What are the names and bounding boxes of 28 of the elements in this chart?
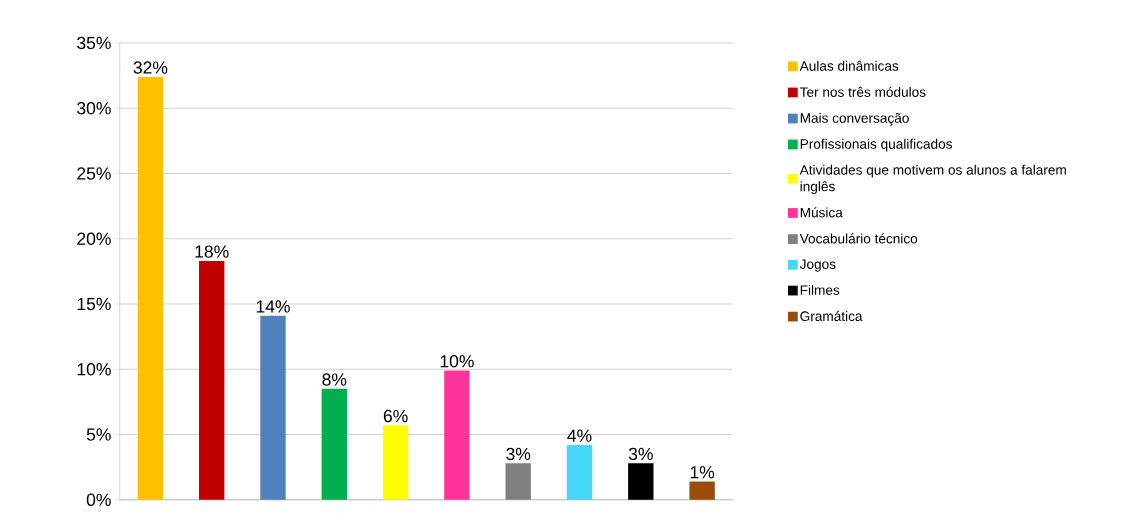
data-label: 3% (506, 447, 531, 460)
data-label: 8% (322, 373, 347, 386)
y-tick-label: 0% (86, 493, 111, 506)
legend-label: Ter nos três módulos (799, 86, 926, 97)
y-tick-label: 20% (77, 232, 111, 245)
legend-label: Mais conversação (800, 112, 909, 126)
legend-label: Filmes (800, 284, 840, 295)
legend-label: Música (800, 207, 843, 218)
data-label: 6% (383, 409, 408, 423)
data-label: 10% (440, 354, 474, 368)
y-tick-label: 30% (77, 101, 111, 115)
legend-label: Atividades que motivem os alunos a falarem inglês (799, 164, 1066, 194)
data-label: 3% (628, 447, 653, 460)
legend-label: Vocabulário técnico (799, 233, 918, 244)
legend-label: Aulas dinâmicas (799, 60, 899, 71)
y-tick-label: 15% (77, 297, 111, 311)
legend-label: Profissionais qualificados (800, 138, 953, 152)
legend-label: Gramática (800, 310, 863, 321)
data-label: 1% (690, 465, 715, 479)
y-tick-label: 25% (77, 167, 111, 180)
y-tick-label: 5% (86, 428, 111, 441)
data-label: 18% (195, 245, 229, 258)
data-label: 14% (256, 300, 290, 313)
y-tick-label: 35% (77, 36, 111, 50)
data-label: 4% (567, 429, 592, 442)
data-label: 32% (133, 61, 168, 74)
y-tick-label: 10% (77, 362, 111, 376)
legend-label: Jogos (799, 259, 836, 272)
